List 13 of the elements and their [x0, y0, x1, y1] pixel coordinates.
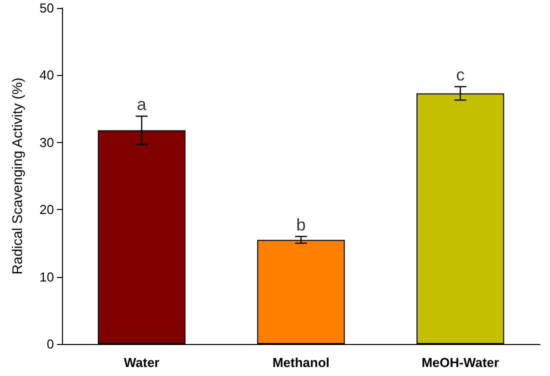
y-tick-label: 10 [40, 269, 54, 284]
y-tick-label: 20 [40, 202, 54, 218]
x-tick-label: MeOH-Water [422, 355, 500, 370]
x-tick-label: Water [124, 355, 160, 370]
annotation: a [136, 95, 147, 114]
y-tick-label: 40 [40, 68, 54, 83]
y-tick-label: 50 [40, 0, 54, 16]
y-tick-label: 30 [40, 134, 54, 150]
y-axis-title: Radical Scavenging Activity (%) [9, 78, 25, 274]
annotation: c [456, 66, 466, 85]
x-tick-label: Methanol [272, 355, 330, 370]
y-tick-label: 0 [46, 336, 54, 352]
annotation: b [296, 215, 306, 234]
